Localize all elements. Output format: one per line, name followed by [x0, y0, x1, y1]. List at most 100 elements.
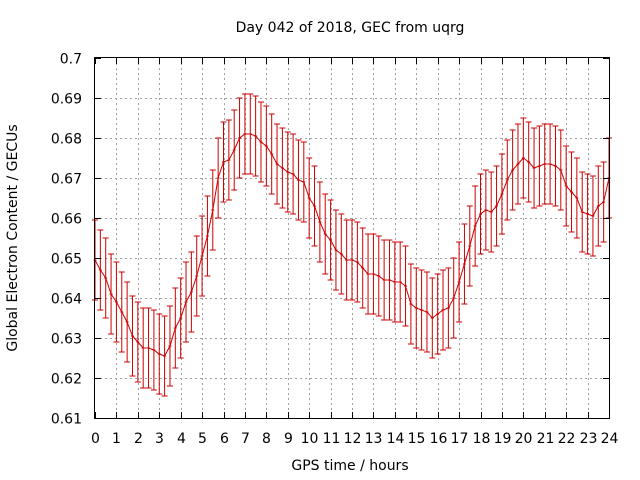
error-bar: [461, 223, 468, 305]
y-tick-label: 0.7: [60, 52, 82, 68]
error-bar: [450, 257, 457, 339]
error-bar: [589, 175, 596, 257]
x-tick-label: 6: [220, 431, 229, 447]
error-bar: [520, 117, 527, 199]
x-tick-label: 24: [601, 431, 619, 447]
y-tick-label: 0.67: [51, 172, 82, 188]
error-bar: [263, 105, 270, 187]
error-bar: [514, 123, 521, 205]
error-bar: [536, 125, 543, 207]
error-bar: [150, 309, 157, 391]
x-tick-label: 3: [155, 431, 164, 447]
error-bar: [482, 169, 489, 251]
error-bar: [472, 185, 479, 267]
error-bar: [552, 125, 559, 207]
error-bar: [161, 315, 168, 397]
y-tick-label: 0.61: [51, 412, 82, 428]
error-bar: [215, 137, 222, 219]
error-bar: [429, 277, 436, 359]
y-tick-label: 0.69: [51, 92, 82, 108]
x-tick-label: 8: [262, 431, 271, 447]
error-bar: [477, 173, 484, 255]
error-bar: [311, 165, 318, 247]
x-axis-label: GPS time / hours: [291, 458, 408, 474]
error-bar: [563, 145, 570, 227]
error-bar: [397, 241, 404, 323]
error-bar: [440, 269, 447, 351]
x-tick-label: 4: [177, 431, 186, 447]
x-tick-label: 17: [451, 431, 469, 447]
error-bar: [140, 307, 147, 389]
x-tick-label: 23: [580, 431, 598, 447]
error-bar: [568, 151, 575, 233]
error-bar: [295, 139, 302, 221]
error-bar: [332, 209, 339, 291]
y-tick-label: 0.62: [51, 372, 82, 388]
x-tick-label: 7: [241, 431, 250, 447]
x-tick-label: 9: [284, 431, 293, 447]
error-bar: [423, 271, 430, 353]
error-bar: [402, 245, 409, 327]
y-tick-label: 0.63: [51, 332, 82, 348]
error-bar: [418, 269, 425, 351]
error-bar: [209, 169, 216, 251]
error-bar: [600, 161, 607, 243]
error-bar: [541, 123, 548, 205]
error-bar: [166, 305, 173, 387]
error-bar: [354, 221, 361, 303]
x-tick-label: 14: [387, 431, 405, 447]
error-bar: [504, 139, 511, 221]
error-bar: [584, 173, 591, 255]
error-bar: [113, 261, 120, 343]
x-tick-label: 0: [91, 431, 100, 447]
error-bar: [183, 261, 190, 343]
error-bar: [498, 153, 505, 235]
error-bar: [177, 277, 184, 359]
error-bar: [445, 267, 452, 349]
error-bar: [557, 129, 564, 211]
error-bar: [156, 313, 163, 395]
x-tick-label: 18: [473, 431, 491, 447]
x-tick-label: 22: [558, 431, 576, 447]
x-tick-label: 11: [323, 431, 341, 447]
error-bar: [300, 141, 307, 223]
x-tick-label: 10: [301, 431, 319, 447]
error-bar: [488, 171, 495, 253]
error-bar: [525, 121, 532, 203]
x-tick-label: 12: [344, 431, 362, 447]
y-tick-label: 0.65: [51, 252, 82, 268]
error-bar: [381, 239, 388, 321]
chart-title: Day 042 of 2018, GEC from uqrg: [236, 20, 465, 36]
error-bar: [531, 127, 538, 209]
error-bar: [268, 113, 275, 195]
error-bar: [108, 253, 115, 335]
error-bar: [225, 119, 232, 201]
x-tick-label: 5: [198, 431, 207, 447]
error-bar: [595, 165, 602, 247]
error-bar: [199, 215, 206, 297]
error-bar: [391, 241, 398, 323]
error-bar: [284, 131, 291, 213]
y-tick-label: 0.64: [51, 292, 82, 308]
error-bar: [129, 295, 136, 377]
error-bar: [204, 195, 211, 277]
error-bar: [257, 101, 264, 183]
x-tick-label: 19: [494, 431, 512, 447]
error-bar: [193, 235, 200, 317]
y-tick-label: 0.68: [51, 132, 82, 148]
error-bar: [547, 123, 554, 205]
error-bar: [386, 239, 393, 321]
error-bar: [220, 121, 227, 203]
plot-frame: [94, 57, 610, 419]
error-bar: [279, 127, 286, 209]
y-tick-label: 0.66: [51, 212, 82, 228]
error-bar: [579, 171, 586, 253]
error-bar: [316, 181, 323, 263]
error-bar: [306, 157, 313, 239]
error-bar: [349, 219, 355, 301]
error-bar: [231, 109, 238, 191]
x-tick-label: 13: [365, 431, 383, 447]
x-tick-label: 21: [537, 431, 555, 447]
error-bar: [102, 237, 109, 319]
